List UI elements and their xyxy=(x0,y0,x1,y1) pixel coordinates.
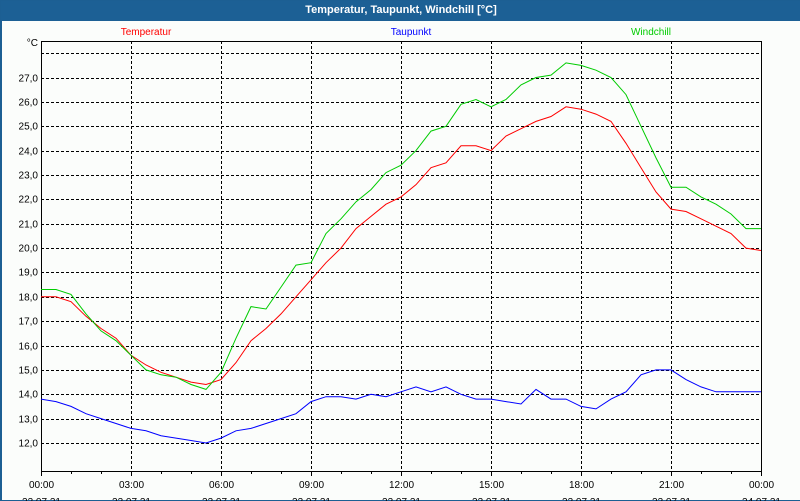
y-tick-label: 23,0 xyxy=(19,171,39,182)
y-tick-label: 13,0 xyxy=(19,415,39,426)
series-line-taupunkt xyxy=(40,369,761,444)
x-tick-date: 23.07.21 xyxy=(562,497,601,501)
window-title: Temperatur, Taupunkt, Windchill [°C] xyxy=(1,1,800,21)
y-tick-label: 22,0 xyxy=(19,195,39,206)
y-tick-label: 24,0 xyxy=(19,147,39,158)
legend-windchill: Windchill xyxy=(631,27,671,38)
plot-frame xyxy=(41,41,762,472)
y-tick-label: 25,0 xyxy=(19,122,39,133)
series-line-windchill xyxy=(41,62,761,390)
y-tick-label: 26,0 xyxy=(19,98,39,109)
x-tick-time: 06:00 xyxy=(209,480,234,491)
x-tick-date: 24.07.21 xyxy=(742,497,781,501)
y-tick-label: 14,0 xyxy=(19,390,39,401)
x-tick-date: 23.07.21 xyxy=(652,497,691,501)
legend-temperatur: Temperatur xyxy=(121,27,172,38)
y-tick-label: 19,0 xyxy=(19,268,39,279)
y-tick-label: 21,0 xyxy=(19,220,39,231)
series-line-temperatur xyxy=(41,106,762,386)
y-axis-unit: °C xyxy=(27,38,38,49)
x-tick-date: 23.07.21 xyxy=(22,497,61,501)
x-tick-time: 09:00 xyxy=(299,480,324,491)
x-tick-time: 15:00 xyxy=(479,480,504,491)
x-tick-time: 00:00 xyxy=(29,480,54,491)
x-tick-date: 23.07.21 xyxy=(292,497,331,501)
y-tick-label: 27,0 xyxy=(19,74,39,85)
x-tick-date: 23.07.21 xyxy=(112,497,151,501)
y-tick-label: 12,0 xyxy=(19,439,39,450)
legend-taupunkt: Taupunkt xyxy=(391,27,432,38)
x-tick-date: 23.07.21 xyxy=(472,497,511,501)
x-tick-time: 12:00 xyxy=(389,480,414,491)
x-tick-time: 21:00 xyxy=(659,480,684,491)
y-tick-label: 15,0 xyxy=(19,366,39,377)
y-tick-label: 17,0 xyxy=(19,317,39,328)
y-tick-label: 18,0 xyxy=(19,293,39,304)
y-tick-label: 16,0 xyxy=(19,342,39,353)
x-tick-time: 18:00 xyxy=(569,480,594,491)
x-tick-date: 23.07.21 xyxy=(382,497,421,501)
y-tick-label: 20,0 xyxy=(19,244,39,255)
x-tick-date: 23.07.21 xyxy=(202,497,241,501)
x-tick-time: 00:00 xyxy=(749,480,774,491)
x-tick-time: 03:00 xyxy=(119,480,144,491)
chart-area xyxy=(2,21,800,500)
